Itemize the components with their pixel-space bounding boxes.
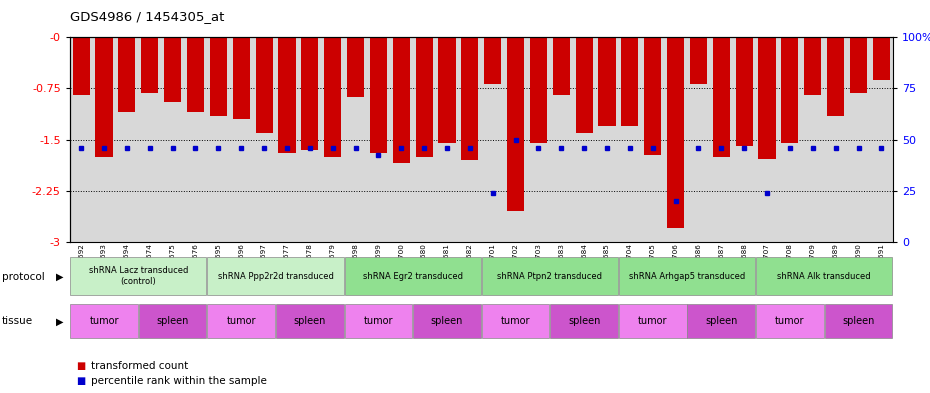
Text: protocol: protocol [2,272,45,282]
Bar [618,257,755,295]
Bar [552,37,570,95]
Text: tumor: tumor [776,316,804,326]
Text: spleen: spleen [431,316,463,326]
Bar [644,37,661,154]
Bar [187,37,204,112]
Bar [576,37,592,133]
Bar [278,37,296,153]
Text: tumor: tumor [501,316,530,326]
Text: shRNA Ptpn2 transduced: shRNA Ptpn2 transduced [498,272,603,281]
Bar [530,37,547,143]
Bar [164,37,181,102]
Bar [413,304,481,338]
Bar [618,304,686,338]
Bar [324,37,341,156]
Bar [438,37,456,143]
Bar [690,37,707,84]
Text: ■: ■ [76,376,86,386]
Bar [482,304,550,338]
Text: tumor: tumor [89,316,119,326]
Bar [825,304,893,338]
Bar [804,37,821,95]
Bar [485,37,501,84]
Text: spleen: spleen [294,316,326,326]
Bar [712,37,730,156]
Bar [96,37,113,156]
Bar [70,304,138,338]
Bar [759,37,776,159]
Text: transformed count: transformed count [91,361,189,371]
Bar [482,257,618,295]
Bar [461,37,478,160]
Bar [850,37,867,93]
Bar [276,304,344,338]
Text: GDS4986 / 1454305_at: GDS4986 / 1454305_at [70,10,224,23]
Bar [756,257,893,295]
Text: ■: ■ [76,361,86,371]
Text: shRNA Lacz transduced
(control): shRNA Lacz transduced (control) [88,266,188,286]
Bar [210,37,227,116]
Text: spleen: spleen [568,316,601,326]
Text: spleen: spleen [705,316,737,326]
Bar [872,37,890,79]
Bar [598,37,616,126]
Bar [118,37,136,112]
Text: tumor: tumor [364,316,393,326]
Bar [70,257,206,295]
Bar [207,257,344,295]
Bar [827,37,844,116]
Bar [756,304,824,338]
Text: spleen: spleen [156,316,189,326]
Text: ▶: ▶ [56,316,63,327]
Bar [551,304,618,338]
Text: ▶: ▶ [56,272,63,282]
Bar [687,304,755,338]
Text: shRNA Arhgap5 transduced: shRNA Arhgap5 transduced [629,272,745,281]
Text: shRNA Egr2 transduced: shRNA Egr2 transduced [363,272,463,281]
Bar [781,37,799,143]
Bar [232,37,250,119]
Text: percentile rank within the sample: percentile rank within the sample [91,376,267,386]
Bar [344,257,481,295]
Text: tumor: tumor [227,316,256,326]
Bar [139,304,206,338]
Bar [416,37,432,156]
Text: shRNA Ppp2r2d transduced: shRNA Ppp2r2d transduced [218,272,334,281]
Bar [301,37,318,150]
Bar [667,37,684,228]
Bar [207,304,275,338]
Text: spleen: spleen [843,316,875,326]
Bar [507,37,525,211]
Bar [73,37,90,95]
Bar [392,37,410,163]
Text: tumor: tumor [638,316,668,326]
Bar [347,37,365,97]
Bar [256,37,272,133]
Bar [370,37,387,153]
Bar [736,37,752,146]
Bar [621,37,639,126]
Text: tissue: tissue [2,316,33,327]
Bar [141,37,158,93]
Bar [344,304,412,338]
Text: shRNA Alk transduced: shRNA Alk transduced [777,272,871,281]
